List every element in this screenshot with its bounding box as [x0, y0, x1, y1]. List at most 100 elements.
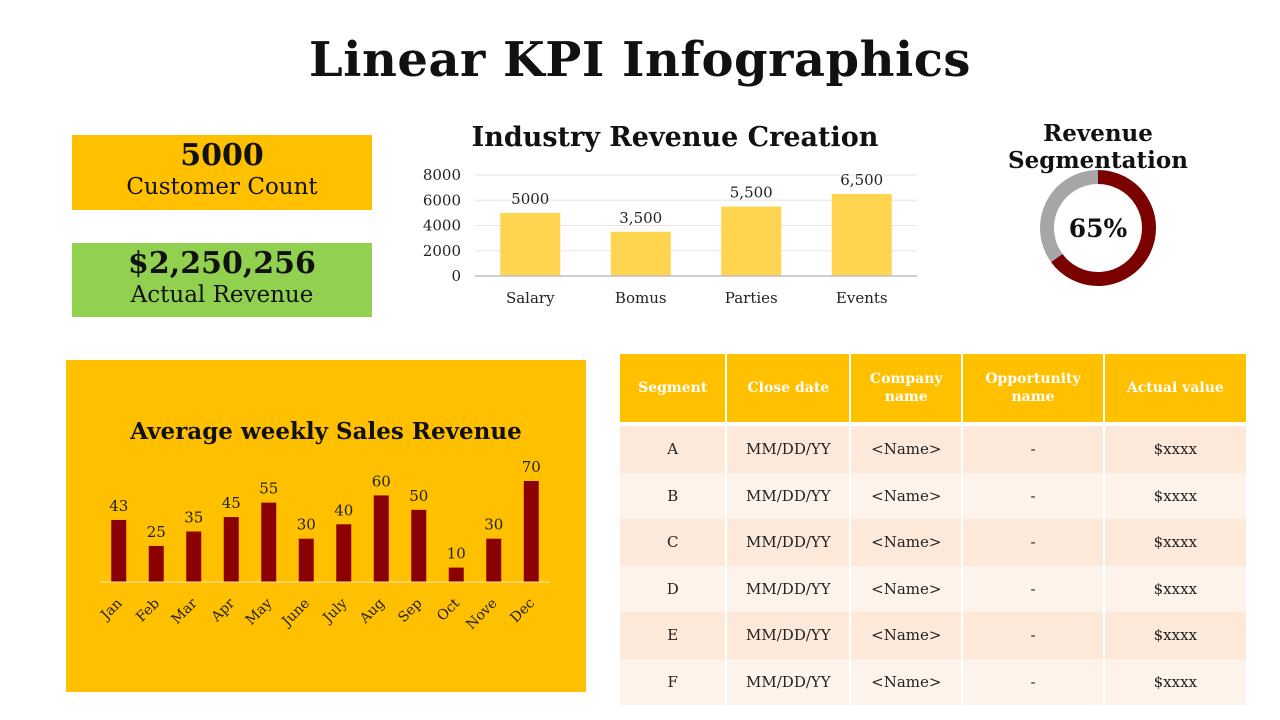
x-tick-label: Salary [506, 289, 555, 307]
data-label: 30 [484, 516, 503, 534]
bar [223, 517, 239, 582]
table-cell: - [962, 565, 1105, 612]
table-row: E MM/DD/YY <Name> - $xxxx [620, 612, 1246, 659]
table-cell: $xxxx [1103, 519, 1246, 566]
bar [411, 509, 427, 582]
table-cell: C [620, 519, 728, 566]
table-cell: MM/DD/YY [726, 472, 852, 519]
data-label: 55 [259, 480, 278, 498]
data-label: 3,500 [619, 209, 662, 227]
data-label: 45 [222, 494, 241, 512]
table-header-row: Segment Close date Company name Opportuni… [620, 354, 1246, 426]
donut-center-label: 65% [1069, 214, 1128, 243]
donut-segment [1040, 170, 1099, 263]
table-cell: <Name> [850, 519, 964, 566]
x-tick-label: Mar [168, 595, 200, 627]
y-tick-label: 4000 [423, 217, 461, 235]
bar [486, 538, 502, 582]
header-segment: Segment [620, 354, 728, 426]
table-cell: F [620, 658, 728, 705]
y-tick-label: 6000 [423, 191, 461, 209]
table-cell: $xxxx [1103, 612, 1246, 659]
weekly-sales-panel: 43 Jan 25 Feb 35 Mar 45 Apr 55 May 30 June 40 July 60 A… [66, 360, 586, 692]
bar [831, 193, 892, 276]
x-tick-label: Nove [463, 596, 500, 633]
table-cell: <Name> [850, 658, 964, 705]
header-actual-value: Actual value [1103, 354, 1246, 426]
table-cell: MM/DD/YY [726, 424, 852, 473]
data-label: 25 [147, 523, 166, 541]
table-cell: - [962, 472, 1105, 519]
x-tick-label: Oct [434, 595, 463, 624]
table-cell: <Name> [850, 565, 964, 612]
y-tick-label: 0 [451, 267, 461, 285]
table-cell: <Name> [850, 472, 964, 519]
table-cell: - [962, 658, 1105, 705]
kpi-value: $2,250,256 [128, 246, 316, 281]
revenue-segmentation-title: Revenue Segmentation [1008, 120, 1188, 174]
table-cell: $xxxx [1103, 565, 1246, 612]
bar [261, 502, 277, 582]
x-tick-label: Events [836, 289, 888, 307]
bar [186, 531, 202, 582]
bar [500, 212, 561, 276]
table-cell: - [962, 519, 1105, 566]
data-label: 5000 [511, 190, 549, 208]
data-label: 10 [447, 545, 466, 563]
table-row: D MM/DD/YY <Name> - $xxxx [620, 565, 1246, 612]
x-tick-label: July [319, 595, 351, 627]
table-cell: - [962, 424, 1105, 473]
data-label: 70 [522, 458, 541, 476]
table-cell: <Name> [850, 424, 964, 473]
x-tick-label: May [243, 595, 276, 628]
table-row: B MM/DD/YY <Name> - $xxxx [620, 472, 1246, 519]
bar [148, 545, 164, 582]
weekly-sales-chart-title: Average weekly Sales Revenue [130, 418, 522, 445]
x-tick-label: Feb [133, 595, 163, 625]
table-cell: A [620, 424, 728, 473]
industry-revenue-chart-title: Industry Revenue Creation [471, 122, 879, 153]
x-tick-label: Apr [208, 595, 238, 625]
data-label: 40 [334, 501, 353, 519]
bar [610, 231, 671, 276]
bar [523, 481, 539, 582]
data-label: 50 [409, 487, 428, 505]
y-tick-label: 8000 [423, 166, 461, 184]
table-cell: MM/DD/YY [726, 519, 852, 566]
table-row: C MM/DD/YY <Name> - $xxxx [620, 519, 1246, 566]
x-tick-label: Aug [356, 595, 388, 627]
x-tick-label: Parties [725, 289, 778, 307]
table-cell: E [620, 612, 728, 659]
x-tick-label: Dec [507, 595, 538, 626]
page-title: Linear KPI Infographics [309, 32, 971, 88]
x-tick-label: Sep [395, 595, 425, 625]
bar [111, 519, 127, 582]
table-cell: MM/DD/YY [726, 612, 852, 659]
table-row: F MM/DD/YY <Name> - $xxxx [620, 658, 1246, 705]
data-label: 5,500 [730, 184, 773, 202]
data-label: 60 [372, 472, 391, 490]
bar [721, 206, 782, 276]
table-cell: $xxxx [1103, 658, 1246, 705]
kpi-label: Customer Count [126, 174, 318, 200]
table-cell: $xxxx [1103, 424, 1246, 473]
data-label: 6,500 [840, 171, 883, 189]
kpi-card-customer-count: 5000 Customer Count [72, 135, 372, 210]
y-tick-label: 2000 [423, 242, 461, 260]
bar [373, 495, 389, 582]
table-cell: MM/DD/YY [726, 658, 852, 705]
x-tick-label: Bomus [615, 289, 667, 307]
industry-revenue-chart: 0 2000 4000 6000 8000 5000 Salary 3,500 Bomus 5,5… [423, 166, 917, 307]
data-label: 35 [184, 509, 203, 527]
table-cell: MM/DD/YY [726, 565, 852, 612]
header-close-date: Close date [726, 354, 852, 426]
weekly-sales-chart: 43 Jan 25 Feb 35 Mar 45 Apr 55 May 30 June 40 July 60 A… [97, 458, 550, 633]
donut-segment [1051, 170, 1156, 286]
table-cell: $xxxx [1103, 472, 1246, 519]
bar [448, 567, 464, 582]
x-tick-label: June [278, 596, 313, 631]
table-cell: B [620, 472, 728, 519]
kpi-value: 5000 [180, 138, 264, 173]
x-tick-label: Jan [97, 596, 126, 625]
segment-table: Segment Close date Company name Opportuni… [620, 354, 1246, 705]
